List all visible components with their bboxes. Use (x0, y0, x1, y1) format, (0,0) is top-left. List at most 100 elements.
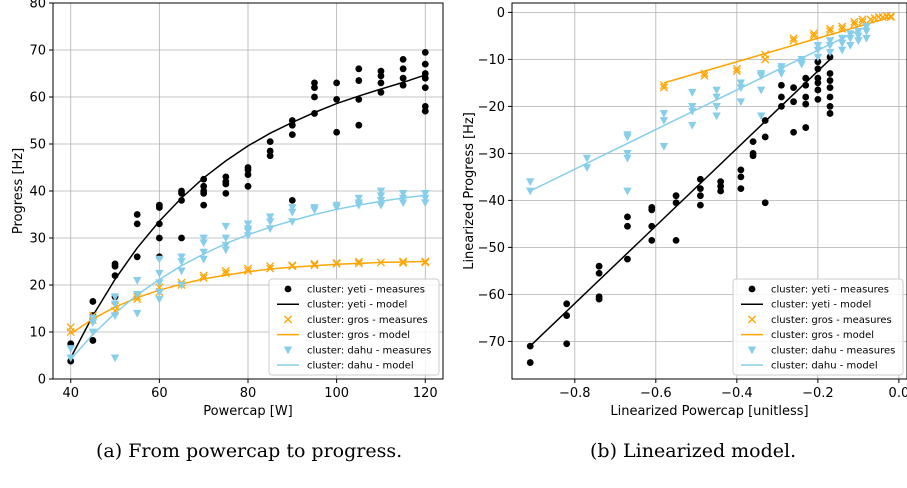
y-tick-label: 30 (29, 232, 46, 247)
x-tick-label: −0.6 (640, 386, 672, 401)
data-point (854, 32, 863, 41)
data-point (790, 128, 797, 136)
data-point (177, 267, 186, 276)
data-point (712, 112, 721, 121)
data-point (111, 260, 119, 268)
data-point (288, 121, 296, 129)
caption-b: (b) Linearized model. (590, 440, 797, 462)
data-point (222, 189, 230, 197)
data-point (756, 86, 766, 95)
data-point (266, 147, 274, 155)
plot-content (66, 48, 430, 365)
data-point (736, 98, 746, 107)
data-point (862, 27, 871, 36)
data-point (354, 257, 363, 266)
data-point (311, 79, 318, 87)
data-point (177, 253, 186, 262)
y-axis-label: Linearized Progress [Hz] (462, 112, 477, 270)
data-point (155, 279, 164, 288)
data-point (672, 199, 680, 207)
data-point (221, 241, 231, 250)
data-point (813, 53, 823, 62)
data-point (178, 187, 185, 195)
data-point (623, 187, 632, 196)
data-point (421, 257, 430, 266)
data-point (825, 41, 835, 50)
y-tick-label: −60 (478, 288, 505, 303)
data-point (659, 81, 668, 90)
legend-label: cluster: yeti - model (307, 300, 407, 311)
data-point (777, 70, 786, 78)
data-point (737, 173, 745, 181)
data-point (288, 197, 296, 204)
data-point (672, 236, 680, 244)
data-point (88, 319, 98, 328)
data-point (826, 110, 834, 117)
data-point (421, 48, 429, 56)
y-tick-label: −50 (478, 241, 505, 256)
legend-marker-swatch (747, 346, 757, 355)
data-point (133, 309, 142, 318)
data-point (850, 20, 859, 29)
data-point (243, 266, 253, 275)
data-point (717, 182, 725, 190)
data-point (761, 133, 769, 141)
y-tick-label: −10 (478, 53, 505, 68)
data-point (526, 342, 534, 350)
data-point (814, 65, 822, 73)
y-tick-label: 40 (29, 185, 46, 200)
data-point (777, 65, 786, 74)
x-axis-label: Powercap [W] (203, 404, 293, 419)
data-point (377, 88, 385, 96)
data-point (802, 93, 810, 101)
data-point (421, 70, 429, 77)
data-point (886, 12, 895, 21)
plot-content (526, 12, 895, 366)
y-tick-label: 0 (38, 373, 46, 388)
data-point (862, 34, 871, 43)
data-point (398, 194, 408, 203)
legend-marker-swatch (748, 285, 756, 293)
data-point (421, 84, 429, 91)
data-point (200, 201, 208, 209)
y-tick-label: −70 (478, 335, 505, 350)
data-point (199, 239, 208, 248)
data-point (332, 201, 341, 210)
data-point (310, 261, 319, 270)
data-point (789, 36, 798, 45)
data-point (696, 201, 704, 209)
x-tick-label: 40 (62, 386, 79, 401)
data-point (354, 194, 363, 203)
data-point (244, 182, 252, 190)
data-point (862, 23, 871, 31)
data-point (789, 34, 798, 43)
data-point (266, 262, 275, 271)
series-dot (526, 53, 834, 366)
legend-label: cluster: yeti - model (771, 300, 871, 311)
data-point (563, 300, 571, 308)
data-point (761, 199, 769, 207)
data-point (222, 173, 230, 181)
x-tick-label: 100 (324, 386, 349, 401)
data-point (582, 154, 592, 163)
data-point (850, 17, 859, 26)
data-point (354, 199, 363, 208)
y-tick-label: −40 (478, 194, 505, 209)
data-point (595, 269, 603, 277)
data-point (712, 86, 721, 95)
data-point (826, 103, 834, 110)
data-point (266, 264, 275, 273)
data-point (155, 288, 164, 297)
data-point (332, 258, 341, 267)
data-point (421, 194, 430, 203)
data-point (243, 225, 253, 234)
data-point (376, 258, 386, 267)
data-point (858, 15, 867, 24)
data-point (332, 259, 341, 268)
model-line (70, 74, 426, 359)
data-point (688, 88, 697, 97)
data-point (712, 103, 721, 111)
data-point (421, 189, 430, 198)
data-point (736, 84, 746, 93)
data-point (814, 79, 822, 87)
